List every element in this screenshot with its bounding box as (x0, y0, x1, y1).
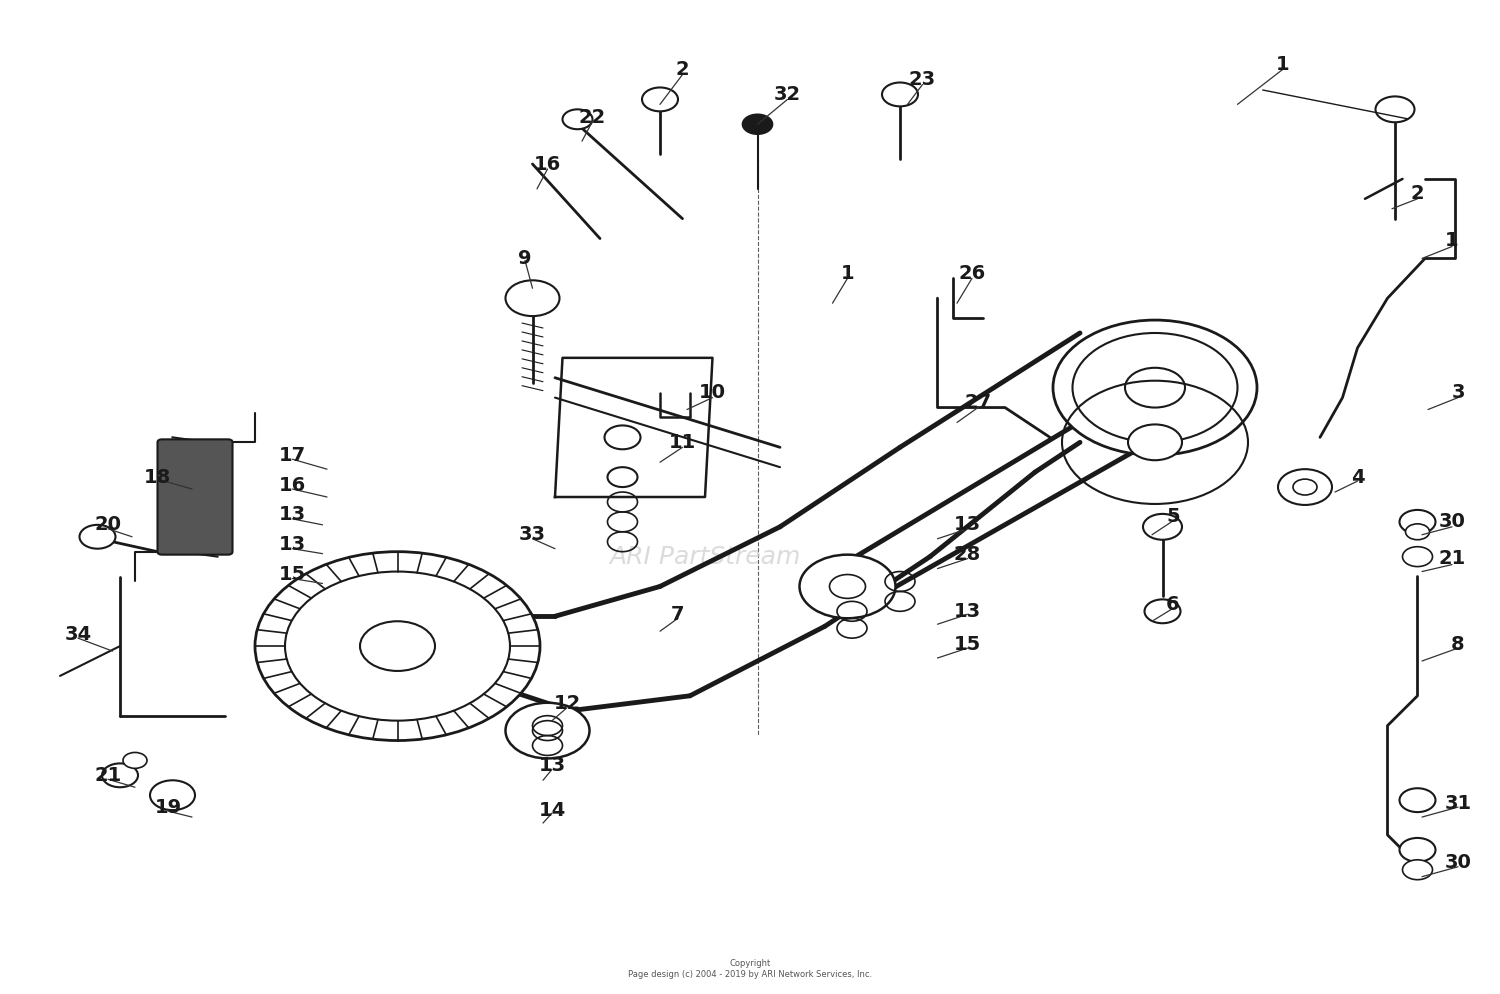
Text: 11: 11 (669, 432, 696, 452)
Circle shape (1278, 469, 1332, 505)
Text: 22: 22 (579, 107, 606, 127)
Circle shape (1400, 510, 1435, 534)
FancyBboxPatch shape (158, 439, 232, 555)
Circle shape (642, 87, 678, 111)
Text: 17: 17 (279, 445, 306, 465)
Circle shape (506, 280, 560, 316)
Circle shape (1376, 96, 1414, 122)
Circle shape (80, 525, 116, 549)
Circle shape (150, 780, 195, 810)
Text: 30: 30 (1444, 853, 1472, 873)
Text: ARI PartStream: ARI PartStream (609, 545, 801, 569)
Text: 13: 13 (954, 515, 981, 535)
Text: 34: 34 (64, 624, 92, 644)
Text: 18: 18 (144, 467, 171, 487)
Text: 32: 32 (774, 84, 801, 104)
Circle shape (1293, 479, 1317, 495)
Text: 9: 9 (519, 248, 531, 268)
Text: 30: 30 (1438, 512, 1466, 532)
Circle shape (1128, 424, 1182, 460)
Text: 10: 10 (699, 383, 726, 403)
Text: 5: 5 (1166, 507, 1180, 527)
Text: 2: 2 (675, 60, 690, 80)
Circle shape (830, 575, 866, 598)
Circle shape (123, 752, 147, 768)
Text: 13: 13 (538, 755, 566, 775)
Text: 1: 1 (840, 263, 855, 283)
Text: 14: 14 (538, 800, 566, 820)
Text: 3: 3 (1450, 383, 1464, 403)
Text: 1: 1 (1275, 55, 1290, 75)
Text: 27: 27 (964, 393, 992, 413)
Circle shape (506, 703, 590, 758)
Text: 2: 2 (1410, 184, 1425, 204)
Circle shape (1400, 838, 1435, 862)
Text: 16: 16 (534, 154, 561, 174)
Text: 15: 15 (279, 565, 306, 584)
Text: 33: 33 (519, 525, 546, 545)
Text: 13: 13 (279, 505, 306, 525)
Text: 13: 13 (954, 601, 981, 621)
Text: 28: 28 (954, 545, 981, 565)
Text: Copyright
Page design (c) 2004 - 2019 by ARI Network Services, Inc.: Copyright Page design (c) 2004 - 2019 by… (628, 959, 872, 979)
Circle shape (255, 552, 540, 741)
Circle shape (1143, 514, 1182, 540)
Circle shape (1402, 860, 1432, 880)
Text: 20: 20 (94, 515, 122, 535)
Text: 13: 13 (279, 535, 306, 555)
Text: 21: 21 (94, 765, 122, 785)
Text: 21: 21 (1438, 549, 1466, 569)
Circle shape (360, 621, 435, 671)
Circle shape (562, 109, 592, 129)
Circle shape (532, 721, 562, 741)
Text: 15: 15 (954, 634, 981, 654)
Circle shape (102, 763, 138, 787)
Circle shape (882, 83, 918, 106)
Circle shape (1125, 368, 1185, 408)
Text: 12: 12 (554, 694, 580, 714)
Text: 19: 19 (154, 797, 182, 817)
Text: 7: 7 (672, 604, 684, 624)
Circle shape (1053, 320, 1257, 455)
Text: 26: 26 (958, 263, 986, 283)
Circle shape (1072, 333, 1238, 442)
Text: 23: 23 (909, 70, 936, 89)
Text: 31: 31 (1444, 793, 1472, 813)
Circle shape (1400, 788, 1435, 812)
Text: 6: 6 (1166, 594, 1180, 614)
Circle shape (1406, 524, 1429, 540)
Text: 8: 8 (1450, 634, 1466, 654)
Text: 16: 16 (279, 475, 306, 495)
Circle shape (285, 572, 510, 721)
Text: 1: 1 (1444, 231, 1460, 250)
Text: 4: 4 (1350, 467, 1365, 487)
Circle shape (742, 114, 772, 134)
Circle shape (800, 555, 895, 618)
